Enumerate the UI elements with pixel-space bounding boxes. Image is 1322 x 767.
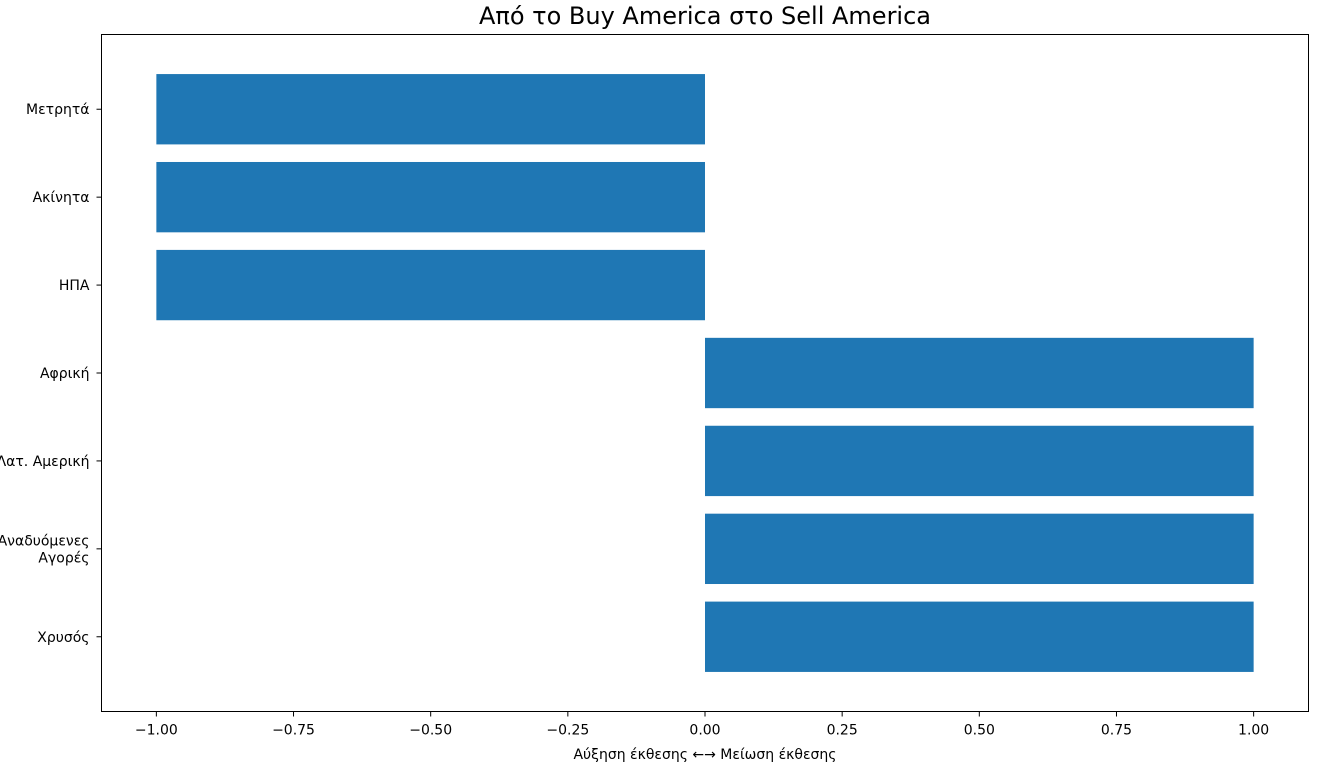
- chart-title: Από το Buy America στο Sell America: [479, 2, 931, 30]
- y-axis: Μετρητά Ακίνητα ΗΠΑ Αφρική Λατ. Αμερική Αναδυ…: [0, 102, 102, 646]
- x-tick-label: 0.00: [689, 723, 720, 739]
- bars-group: [156, 74, 1254, 672]
- y-tick-label: Χρυσός: [37, 630, 89, 646]
- x-tick-label: −1.00: [135, 723, 178, 739]
- y-tick-label: Μετρητά: [26, 102, 90, 118]
- y-tick-label: Ακίνητα: [33, 190, 90, 206]
- x-tick-label: −0.50: [409, 723, 452, 739]
- x-axis-label: Αύξηση έκθεσης ←→ Μείωση έκθεσης: [573, 747, 836, 763]
- y-tick-label: Λατ. Αμερική: [0, 454, 90, 470]
- bar-6: [705, 601, 1254, 672]
- y-tick-label: Αναδυόμενες Αγορές: [0, 533, 90, 566]
- bar-4: [705, 425, 1254, 497]
- bar-2: [156, 249, 705, 321]
- y-tick-label: Αφρική: [40, 366, 90, 382]
- y-tick-label: ΗΠΑ: [59, 278, 90, 294]
- x-tick-label: −0.25: [546, 723, 589, 739]
- bar-3: [705, 337, 1254, 409]
- bar-1: [156, 161, 705, 233]
- bar-0: [156, 74, 705, 145]
- x-tick-label: 0.50: [964, 723, 995, 739]
- x-tick-label: 1.00: [1238, 723, 1269, 739]
- x-tick-label: 0.75: [1101, 723, 1132, 739]
- x-tick-label: −0.75: [272, 723, 315, 739]
- bar-5: [705, 513, 1254, 585]
- x-tick-label: 0.25: [827, 723, 858, 739]
- x-axis: −1.00 −0.75 −0.50 −0.25 0.00 0.25 0.50 0.75 1.00: [135, 711, 1269, 739]
